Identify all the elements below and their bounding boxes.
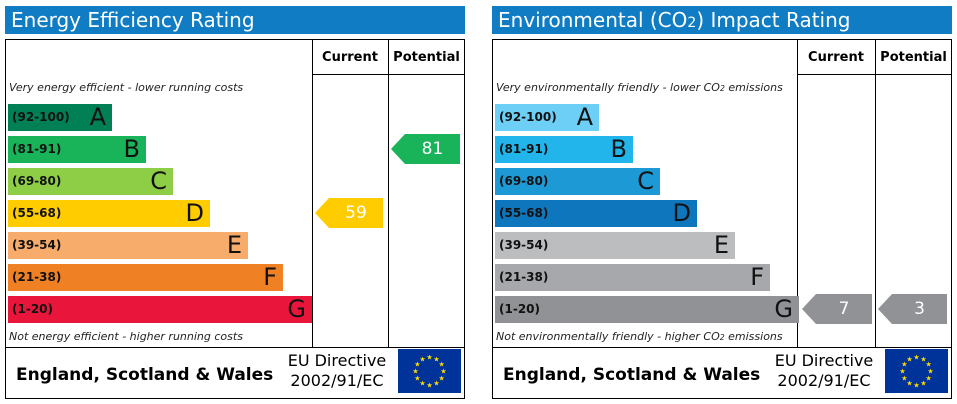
- energy-band-b: (81-91) B: [8, 136, 146, 163]
- energy-bottom-note: Not energy efficient - higher running co…: [9, 330, 243, 343]
- environment-band-letter: B: [610, 135, 627, 163]
- energy-band-d: (55-68) D: [8, 200, 210, 227]
- svg-text:★: ★: [920, 355, 926, 363]
- environment-band-range: (81-91): [499, 142, 549, 156]
- environment-panel-title: Environmental (CO2) Impact Rating: [492, 6, 952, 34]
- energy-band-range: (92-100): [12, 110, 70, 124]
- svg-text:★: ★: [925, 361, 931, 369]
- svg-text:★: ★: [925, 375, 931, 383]
- energy-current-rating-arrow-value: 59: [345, 203, 367, 223]
- energy-band-letter: A: [89, 103, 106, 131]
- energy-potential-rating-arrow: 81: [391, 134, 460, 164]
- eu-flag-icon: ★ ★ ★ ★ ★ ★ ★ ★ ★ ★ ★ ★: [885, 349, 948, 393]
- energy-band-e: (39-54) E: [8, 232, 248, 259]
- environment-band-letter: E: [713, 231, 729, 259]
- svg-text:★: ★: [412, 368, 418, 376]
- svg-text:★: ★: [920, 380, 926, 388]
- energy-band-range: (21-38): [12, 270, 62, 284]
- environment-band-f: (21-38) F: [495, 264, 770, 291]
- energy-band-range: (55-68): [12, 206, 62, 220]
- environment-current-header: Current: [808, 50, 864, 65]
- environment-band-letter: D: [672, 199, 691, 227]
- svg-text:★: ★: [927, 368, 933, 376]
- svg-text:★: ★: [440, 368, 446, 376]
- svg-text:★: ★: [426, 354, 432, 362]
- environment-band-letter: F: [750, 263, 764, 291]
- environment-band-c: (69-80) C: [495, 168, 660, 195]
- environment-current-rating-arrow-value: 7: [838, 299, 850, 319]
- svg-text:★: ★: [433, 355, 439, 363]
- svg-text:★: ★: [899, 368, 905, 376]
- environmental-impact-panel: Environmental (CO2) Impact Rating Curren…: [492, 6, 955, 400]
- svg-text:★: ★: [913, 382, 919, 390]
- environment-potential-rating-arrow-value: 3: [914, 299, 925, 319]
- environment-band-range: (21-38): [499, 270, 549, 284]
- svg-text:★: ★: [438, 375, 444, 383]
- svg-text:★: ★: [414, 361, 420, 369]
- energy-band-letter: G: [287, 295, 306, 323]
- energy-frame: [5, 39, 465, 399]
- svg-text:★: ★: [913, 354, 919, 362]
- environment-band-letter: G: [774, 295, 793, 323]
- environment-current-rating-arrow: 7: [802, 294, 872, 324]
- svg-text:★: ★: [419, 355, 425, 363]
- energy-band-letter: B: [123, 135, 140, 163]
- environment-frame: [492, 39, 952, 399]
- environment-band-e: (39-54) E: [495, 232, 735, 259]
- energy-band-a: (92-100) A: [8, 104, 112, 131]
- energy-band-range: (1-20): [12, 302, 53, 316]
- environment-bottom-note: Not environmentally friendly - higher CO…: [496, 330, 783, 343]
- environment-footer-region: England, Scotland & Wales: [503, 365, 761, 385]
- svg-text:★: ★: [906, 355, 912, 363]
- svg-text:★: ★: [426, 382, 432, 390]
- environment-band-d: (55-68) D: [495, 200, 697, 227]
- energy-band-letter: E: [226, 231, 242, 259]
- energy-top-note: Very energy efficient - lower running co…: [9, 81, 244, 94]
- energy-band-g: (1-20) G: [8, 296, 312, 323]
- environment-band-letter: A: [576, 103, 593, 131]
- energy-current-header: Current: [322, 50, 378, 65]
- environment-band-range: (92-100): [499, 110, 557, 124]
- svg-text:★: ★: [901, 361, 907, 369]
- environment-potential-rating-arrow: 3: [878, 294, 947, 324]
- energy-band-letter: C: [150, 167, 167, 195]
- svg-text:★: ★: [438, 361, 444, 369]
- energy-panel-title: Energy Efficiency Rating: [5, 6, 465, 34]
- energy-band-letter: D: [185, 199, 204, 227]
- energy-eu-directive: EU Directive 2002/91/EC: [287, 351, 387, 390]
- energy-band-c: (69-80) C: [8, 168, 173, 195]
- energy-band-range: (39-54): [12, 238, 62, 252]
- energy-efficiency-panel: Energy Efficiency Rating Current Potenti…: [5, 6, 468, 400]
- energy-band-range: (81-91): [12, 142, 62, 156]
- energy-band-letter: F: [263, 263, 277, 291]
- svg-text:★: ★: [901, 375, 907, 383]
- environment-band-b: (81-91) B: [495, 136, 633, 163]
- svg-text:★: ★: [419, 380, 425, 388]
- environment-band-range: (39-54): [499, 238, 549, 252]
- environment-band-letter: C: [637, 167, 654, 195]
- environment-band-g: (1-20) G: [495, 296, 799, 323]
- energy-potential-header: Potential: [393, 50, 460, 65]
- environment-potential-header: Potential: [880, 50, 947, 65]
- svg-text:★: ★: [906, 380, 912, 388]
- eu-flag-icon: ★ ★ ★ ★ ★ ★ ★ ★ ★ ★ ★ ★: [398, 349, 461, 393]
- energy-current-rating-arrow: 59: [315, 198, 383, 228]
- svg-text:★: ★: [414, 375, 420, 383]
- environment-band-range: (1-20): [499, 302, 540, 316]
- environment-top-note: Very environmentally friendly - lower CO…: [496, 81, 783, 94]
- energy-band-range: (69-80): [12, 174, 62, 188]
- environment-band-a: (92-100) A: [495, 104, 599, 131]
- energy-potential-rating-arrow-value: 81: [421, 139, 444, 159]
- environment-eu-directive: EU Directive 2002/91/EC: [774, 351, 874, 390]
- energy-footer-region: England, Scotland & Wales: [16, 365, 274, 385]
- energy-band-f: (21-38) F: [8, 264, 283, 291]
- environment-band-range: (69-80): [499, 174, 549, 188]
- environment-band-range: (55-68): [499, 206, 549, 220]
- svg-text:★: ★: [433, 380, 439, 388]
